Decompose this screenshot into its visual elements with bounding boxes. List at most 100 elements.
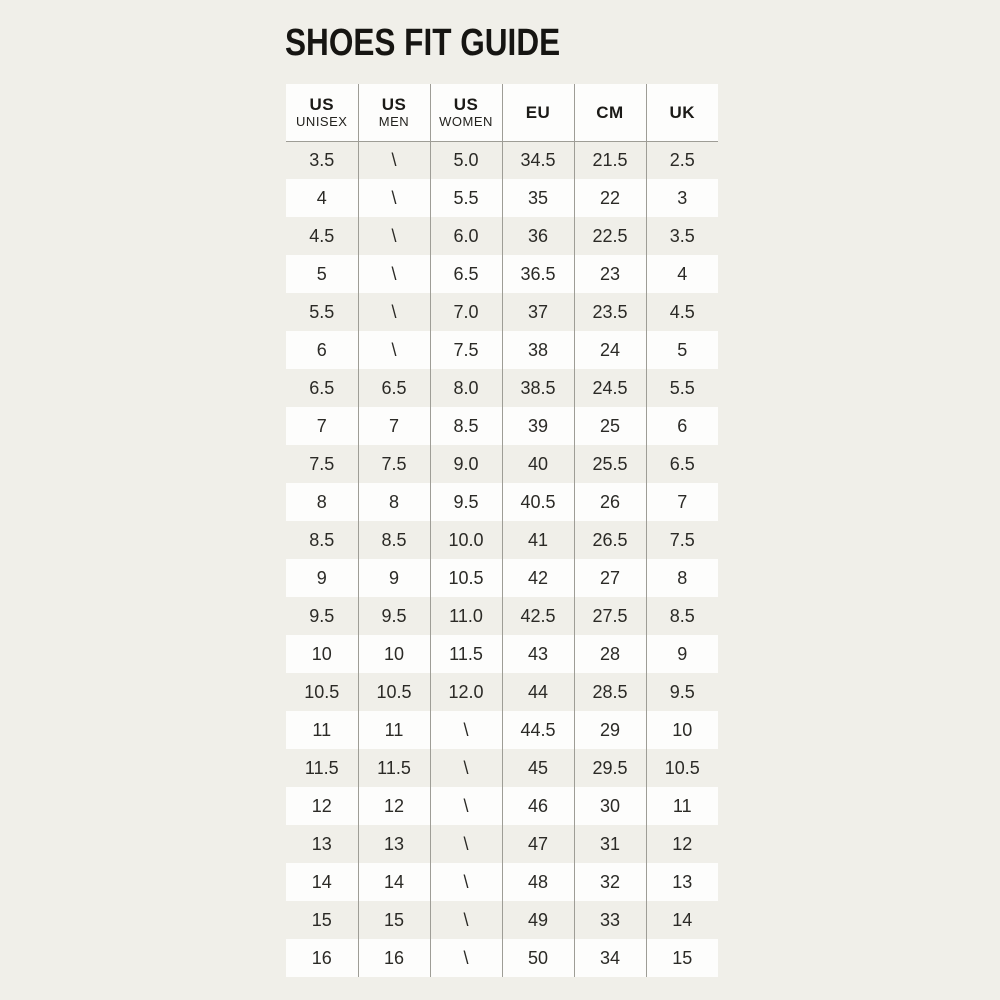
table-cell: 5.5 <box>430 179 503 217</box>
table-row: 8 8 9.5 40.5 26 7 <box>286 483 718 521</box>
table-cell: 6.5 <box>430 255 503 293</box>
table-cell: 9 <box>286 559 359 597</box>
table-cell: 21.5 <box>574 141 647 179</box>
table-cell: 4 <box>286 179 359 217</box>
column-header-main-label: US <box>309 94 335 114</box>
table-cell: 13 <box>672 871 693 892</box>
table-cell: 10.5 <box>664 757 700 778</box>
table-cell: 8 <box>677 567 688 588</box>
table-cell: 7.5 <box>669 529 695 550</box>
table-cell: 29.5 <box>574 749 647 787</box>
table-cell: 5.0 <box>430 141 503 179</box>
column-header-uk: UK <box>646 84 718 142</box>
table-cell: 12.0 <box>430 673 503 711</box>
table-cell: 4.5 <box>286 217 359 255</box>
table-row: 7 7 8.5 39 25 6 <box>286 407 718 445</box>
table-cell: 6 <box>286 331 359 369</box>
table-cell: 29 <box>574 711 647 749</box>
table-cell: 10.0 <box>430 521 503 559</box>
table-cell: 23.5 <box>574 293 647 331</box>
table-cell: 25.5 <box>574 445 647 483</box>
table-row: 6.5 6.5 8.0 38.5 24.5 5.5 <box>286 369 718 407</box>
table-cell: 5.5 <box>286 293 359 331</box>
table-cell: 40.5 <box>502 483 575 521</box>
table-row: 9 9 10.5 42 27 8 <box>286 559 718 597</box>
table-cell: 5.5 <box>669 377 695 398</box>
table-cell: 16 <box>286 939 359 977</box>
table-cell: \ <box>358 217 431 255</box>
table-cell: 11.5 <box>430 635 503 673</box>
table-cell: 44 <box>502 673 575 711</box>
table-cell: 9.5 <box>358 597 431 635</box>
table-cell: 3 <box>677 187 688 208</box>
table-cell: \ <box>430 749 503 787</box>
table-cell: 43 <box>502 635 575 673</box>
table-cell: 11.5 <box>358 749 431 787</box>
table-cell: 9.5 <box>669 681 695 702</box>
column-header-main-label: US <box>453 94 479 114</box>
table-cell: 40 <box>502 445 575 483</box>
table-row: 5.5 \ 7.0 37 23.5 4.5 <box>286 293 718 331</box>
table-cell: 42 <box>502 559 575 597</box>
table-cell: 4.5 <box>669 301 695 322</box>
table-cell: \ <box>430 787 503 825</box>
table-cell: 3.5 <box>669 225 695 246</box>
table-cell: 11 <box>358 711 431 749</box>
table-row: 6 \ 7.5 38 24 5 <box>286 331 718 369</box>
table-row: 10.5 10.5 12.0 44 28.5 9.5 <box>286 673 718 711</box>
table-cell: 8.5 <box>358 521 431 559</box>
table-row: 3.5 \ 5.0 34.5 21.5 2.5 <box>286 141 718 179</box>
table-row: 9.5 9.5 11.0 42.5 27.5 8.5 <box>286 597 718 635</box>
table-cell: 6.5 <box>669 453 695 474</box>
table-cell: 15 <box>358 901 431 939</box>
table-cell: 10.5 <box>430 559 503 597</box>
table-cell: 16 <box>358 939 431 977</box>
table-cell: 15 <box>286 901 359 939</box>
table-cell: 6.0 <box>430 217 503 255</box>
table-cell: 3.5 <box>286 141 359 179</box>
table-cell: \ <box>358 179 431 217</box>
table-cell: 7.5 <box>430 331 503 369</box>
shoes-fit-table: US UNISEX US MEN US WOMEN EU CM UK 3.5 \ 5.0 34.5 21… <box>286 84 718 977</box>
table-cell: 9.5 <box>430 483 503 521</box>
column-header-sub-label: WOMEN <box>439 113 493 129</box>
table-cell: 23 <box>574 255 647 293</box>
table-cell: 34.5 <box>502 141 575 179</box>
table-cell: \ <box>430 863 503 901</box>
table-cell: 26.5 <box>574 521 647 559</box>
table-cell: 14 <box>358 863 431 901</box>
table-cell: 50 <box>502 939 575 977</box>
table-cell: 8.5 <box>286 521 359 559</box>
column-header-us-women: US WOMEN <box>430 84 503 142</box>
table-cell: 45 <box>502 749 575 787</box>
table-cell: 38.5 <box>502 369 575 407</box>
table-cell: 34 <box>574 939 647 977</box>
table-cell: 8.0 <box>430 369 503 407</box>
table-cell: 28 <box>574 635 647 673</box>
column-header-sub-label: UNISEX <box>296 113 348 129</box>
table-cell: 7.5 <box>358 445 431 483</box>
table-row: 4.5 \ 6.0 36 22.5 3.5 <box>286 217 718 255</box>
table-cell: 15 <box>672 947 693 968</box>
table-cell: 12 <box>672 833 693 854</box>
table-cell: 36 <box>502 217 575 255</box>
table-cell: 47 <box>502 825 575 863</box>
table-cell: 12 <box>358 787 431 825</box>
table-cell: 11.5 <box>286 749 359 787</box>
table-cell: 7.5 <box>286 445 359 483</box>
table-cell: 9.0 <box>430 445 503 483</box>
table-cell: 8.5 <box>430 407 503 445</box>
table-cell: 10 <box>286 635 359 673</box>
table-cell: 5 <box>286 255 359 293</box>
header-row: US UNISEX US MEN US WOMEN EU CM UK <box>286 84 718 142</box>
table-cell: 22 <box>574 179 647 217</box>
table-row: 16 16 \ 50 34 15 <box>286 939 718 977</box>
table-row: 13 13 \ 47 31 12 <box>286 825 718 863</box>
table-cell: 30 <box>574 787 647 825</box>
column-header-main-label: US <box>381 94 407 114</box>
table-cell: 6.5 <box>286 369 359 407</box>
table-row: 8.5 8.5 10.0 41 26.5 7.5 <box>286 521 718 559</box>
table-cell: 6.5 <box>358 369 431 407</box>
table-cell: 6 <box>677 415 688 436</box>
